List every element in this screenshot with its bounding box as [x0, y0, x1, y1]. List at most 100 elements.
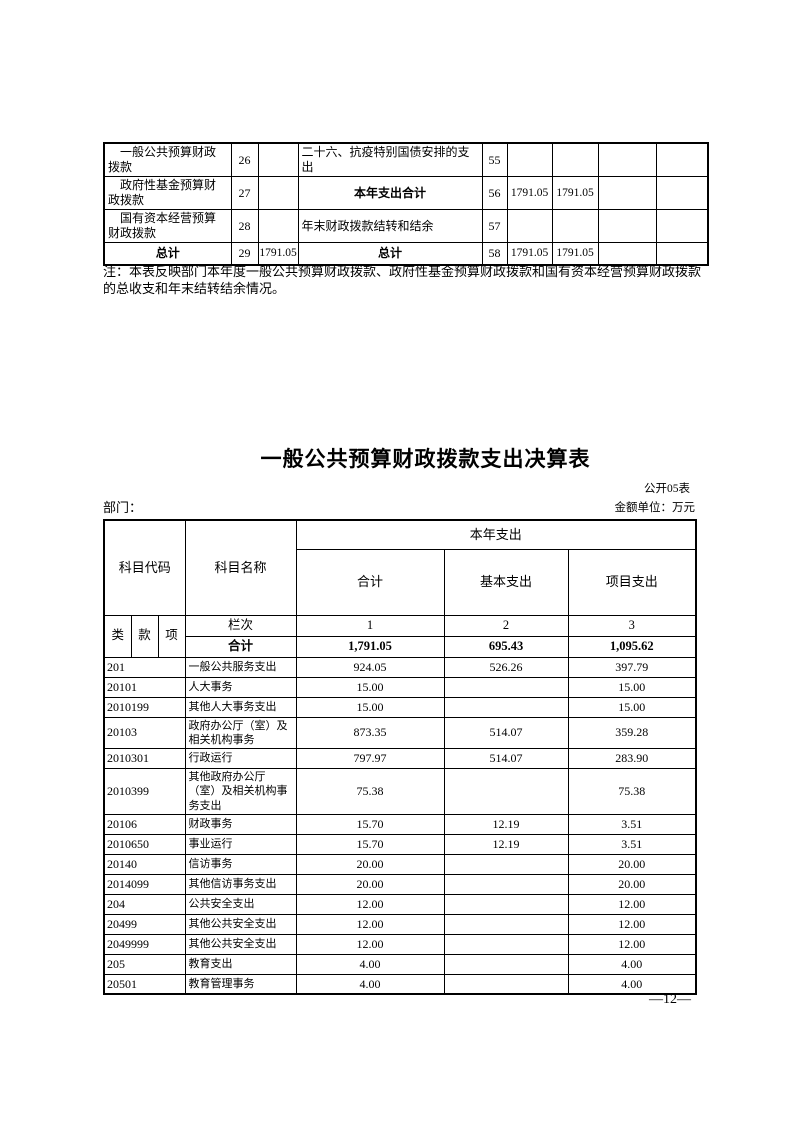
amount-cell: 1791.05: [257, 242, 299, 265]
table-row: 2010199 其他人大事务支出 15.00 15.00: [103, 696, 697, 718]
class-header: 类: [103, 614, 132, 658]
subject-name-cell: 信访事务: [184, 853, 297, 875]
line-no-cell: 29: [230, 242, 259, 265]
total-amount-cell: 75.38: [295, 768, 445, 815]
column-1-header: 1: [295, 614, 445, 637]
subject-name-cell: 财政事务: [184, 813, 297, 835]
table-row: 20101 人大事务 15.00 15.00: [103, 676, 697, 698]
amount-cell: [506, 142, 553, 177]
total-row-label: 合计: [184, 635, 297, 658]
total-amount-cell: 4.00: [295, 973, 445, 995]
total-amount-cell: 12.00: [295, 913, 445, 935]
row-label-cell: 本年支出合计: [297, 176, 483, 210]
amount-cell: 1791.05: [551, 176, 599, 210]
total-amount-cell: 873.35: [295, 716, 445, 750]
basic-amount-cell: 12.19: [443, 813, 569, 835]
unit-label: 金额单位：万元: [614, 502, 696, 514]
project-amount-cell: 12.00: [567, 893, 697, 915]
total-amount-cell: 797.97: [295, 748, 445, 770]
table-row: 20140 信访事务 20.00 20.00: [103, 853, 697, 875]
basic-amount-cell: [443, 853, 569, 875]
project-amount-cell: 3.51: [567, 833, 697, 855]
current-year-header: 本年支出: [295, 519, 697, 550]
line-no-cell: 55: [481, 142, 508, 177]
total-amount-cell: 15.00: [295, 696, 445, 718]
table-row: 2010650 事业运行 15.70 12.19 3.51: [103, 833, 697, 855]
total-header: 合计: [295, 548, 445, 616]
basic-amount-cell: [443, 873, 569, 895]
column-3-header: 3: [567, 614, 697, 637]
table-row: 205 教育支出 4.00 4.00: [103, 953, 697, 975]
basic-amount-cell: [443, 913, 569, 935]
total-amount-cell: 924.05: [295, 656, 445, 678]
subject-code-cell: 2010399: [103, 768, 186, 815]
grand-basic-cell: 695.43: [443, 635, 569, 658]
table-row: 国有资本经营预算财政拨款 28 年末财政拨款结转和结余 57: [103, 209, 709, 243]
basic-amount-cell: 514.07: [443, 748, 569, 770]
column-no-header: 栏次: [184, 614, 297, 637]
header-row: 科目代码 科目名称 本年支出: [103, 519, 697, 616]
expenditure-table: 科目代码 科目名称 本年支出 合计 基本支出 项目支出 类 款 项 栏次 1 2…: [103, 519, 698, 996]
table-row: 2049999 其他公共安全支出 12.00 12.00: [103, 933, 697, 955]
subject-name-cell: 行政运行: [184, 748, 297, 770]
subject-name-header: 科目名称: [184, 519, 297, 616]
basic-amount-cell: [443, 953, 569, 975]
amount-cell: 1791.05: [551, 242, 599, 265]
table-row: 政府性基金预算财政拨款 27 本年支出合计 56 1791.05 1791.05: [103, 176, 709, 210]
amount-cell: [257, 176, 299, 210]
project-amount-cell: 15.00: [567, 696, 697, 718]
basic-amount-cell: [443, 933, 569, 955]
basic-amount-cell: 12.19: [443, 833, 569, 855]
page-number: —12—: [649, 992, 691, 1007]
amount-cell: [257, 142, 299, 177]
table-row: 20103 政府办公厅（室）及相关机构事务 873.35 514.07 359.…: [103, 716, 697, 750]
row-label-cell: 年末财政拨款结转和结余: [297, 209, 483, 243]
table-row: 20499 其他公共安全支出 12.00 12.00: [103, 913, 697, 935]
section-header: 款: [130, 614, 159, 658]
subject-code-cell: 20140: [103, 853, 186, 875]
project-amount-cell: 12.00: [567, 913, 697, 935]
amount-cell: [655, 209, 709, 243]
amount-cell: [597, 176, 657, 210]
table-row: 20501 教育管理事务 4.00 4.00: [103, 973, 697, 995]
table-row: 2010399 其他政府办公厅（室）及相关机构事务支出 75.38 75.38: [103, 768, 697, 815]
subject-name-cell: 其他人大事务支出: [184, 696, 297, 718]
basic-amount-cell: [443, 973, 569, 995]
subject-name-cell: 事业运行: [184, 833, 297, 855]
table-code-label: 公开05表: [644, 483, 690, 495]
header-row: 合计 基本支出 项目支出: [104, 548, 697, 616]
project-amount-cell: 283.90: [567, 748, 697, 770]
subject-code-cell: 20501: [103, 973, 186, 995]
amount-cell: [506, 209, 553, 243]
table-row: 2014099 其他信访事务支出 20.00 20.00: [103, 873, 697, 895]
subject-code-cell: 20101: [103, 676, 186, 698]
project-amount-cell: 12.00: [567, 933, 697, 955]
line-no-cell: 28: [230, 209, 259, 243]
grand-total-row: 合计 1,791.05 695.43 1,095.62: [104, 635, 697, 658]
total-amount-cell: 20.00: [295, 853, 445, 875]
amount-cell: [655, 242, 709, 265]
total-label-cell: 总计: [103, 242, 232, 265]
amount-cell: [551, 142, 599, 177]
amount-cell: [257, 209, 299, 243]
subject-name-cell: 其他政府办公厅（室）及相关机构事务支出: [184, 768, 297, 815]
amount-cell: [551, 209, 599, 243]
table-row-total: 总计 29 1791.05 总计 58 1791.05 1791.05: [103, 242, 709, 265]
total-amount-cell: 15.70: [295, 813, 445, 835]
grand-total-cell: 1,791.05: [295, 635, 445, 658]
basic-amount-cell: [443, 768, 569, 815]
amount-cell: [597, 209, 657, 243]
subject-name-cell: 公共安全支出: [184, 893, 297, 915]
table-row: 204 公共安全支出 12.00 12.00: [103, 893, 697, 915]
subject-code-cell: 2010199: [103, 696, 186, 718]
column-2-header: 2: [443, 614, 569, 637]
subject-code-cell: 20499: [103, 913, 186, 935]
total-amount-cell: 12.00: [295, 893, 445, 915]
basic-amount-cell: [443, 676, 569, 698]
total-amount-cell: 15.00: [295, 676, 445, 698]
subject-code-cell: 2049999: [103, 933, 186, 955]
basic-amount-cell: 514.07: [443, 716, 569, 750]
project-amount-cell: 397.79: [567, 656, 697, 678]
subject-name-cell: 教育管理事务: [184, 973, 297, 995]
